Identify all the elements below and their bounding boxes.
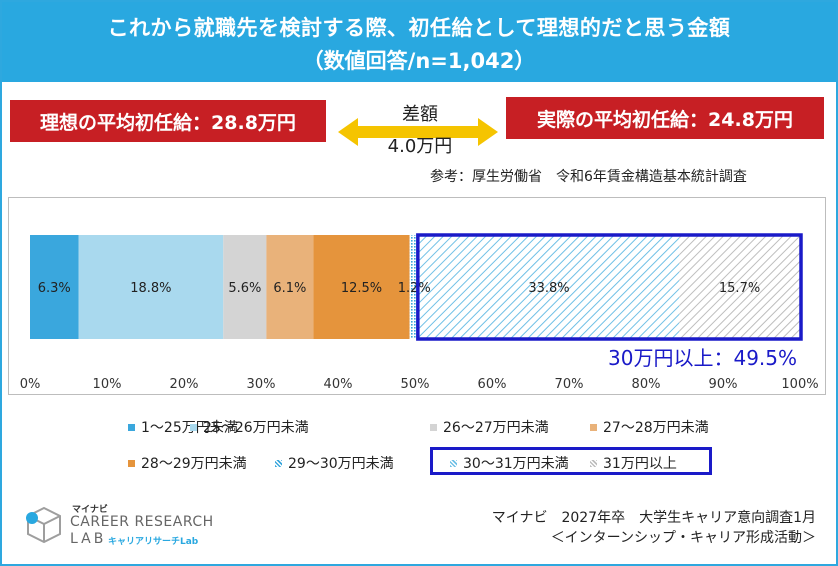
legend-swatch-icon (590, 423, 597, 431)
legend-item-6: 29～30万円未満 (275, 453, 394, 473)
chart-title: これから就職先を検討する際、初任給として理想的だと思う金額 (107, 16, 731, 40)
ideal-salary-box: 理想の平均初任給：28.8万円 (10, 100, 326, 142)
legend-swatch-icon (450, 459, 457, 467)
highlight-label: 30万円以上：49.5% (608, 346, 797, 370)
legend-label: 28～29万円未満 (141, 456, 247, 472)
bar-segment-label-1: 6.3% (38, 281, 71, 296)
legend-label: 1～25万円未満 (141, 417, 238, 437)
source-note: マイナビ 2027年卒 大学生キャリア意向調査1月 ＜インターンシップ・キャリア… (492, 508, 816, 548)
legend-swatch-icon (430, 423, 437, 431)
chart-header: これから就職先を検討する際、初任給として理想的だと思う金額 （数値回答/n=1,… (2, 2, 836, 82)
legend-item-5: 28～29万円未満 (128, 453, 247, 473)
x-tick-label: 70% (555, 377, 584, 392)
x-tick-label: 90% (709, 377, 738, 392)
bar-segment-label-6: 1.2% (398, 281, 431, 296)
bar-segment-label-3: 5.6% (228, 281, 261, 296)
x-tick-label: 50% (401, 377, 430, 392)
logo-brand-small: マイナビ (72, 505, 108, 515)
difference-value: 4.0万円 (387, 136, 453, 157)
bar-segment-label-5: 12.5% (341, 281, 382, 296)
bar-segment-label-7: 33.8% (528, 281, 569, 296)
legend-label: 25～26万円未満 (203, 420, 309, 436)
bar-segment-label-8: 15.7% (719, 281, 760, 296)
source-line1: マイナビ 2027年卒 大学生キャリア意向調査1月 (491, 510, 816, 526)
x-tick-label: 20% (170, 377, 199, 392)
bar-segment-8 (679, 235, 800, 339)
legend-label: 31万円以上 (603, 456, 677, 472)
bar-segment-5 (313, 235, 410, 339)
legend-item-1: 1～25万円未満 (128, 417, 238, 437)
bar-segment-4 (266, 235, 314, 339)
cube-logo-icon (26, 506, 61, 544)
legend-swatch-icon (128, 459, 135, 467)
legend-highlight-box (430, 447, 712, 475)
legend-swatch-icon (590, 459, 597, 467)
legend-label: 29～30万円未満 (288, 456, 394, 472)
career-research-lab-logo: マイナビ CAREER RESEARCH LAB キャリアリサーチLab (22, 500, 214, 550)
legend-item-3: 26～27万円未満 (430, 417, 549, 437)
bar-segment-7 (418, 235, 680, 339)
chart-subtitle: （数値回答/n=1,042） (302, 49, 536, 73)
legend-label: 26～27万円未満 (443, 420, 549, 436)
legend-label: 30～31万円未満 (463, 456, 569, 472)
x-tick-label: 0% (20, 377, 41, 392)
actual-salary-box: 実際の平均初任給：24.8万円 (506, 97, 824, 139)
difference-label: 差額 (402, 104, 438, 125)
logo-line2: LAB (70, 531, 107, 547)
x-tick-label: 60% (478, 377, 507, 392)
legend-item-4: 27～28万円未満 (590, 417, 709, 437)
bar-segment-label-4: 6.1% (273, 281, 306, 296)
x-tick-label: 100% (781, 377, 818, 392)
highlight-box (416, 233, 803, 341)
plot-area (8, 197, 826, 395)
bar-segment-1 (30, 235, 79, 339)
logo-sub: キャリアリサーチLab (108, 537, 199, 547)
x-tick-label: 30% (247, 377, 276, 392)
x-tick-label: 40% (324, 377, 353, 392)
legend-item-7: 30～31万円未満 (450, 453, 569, 473)
x-tick-label: 10% (93, 377, 122, 392)
bar-segment-2 (78, 235, 224, 339)
source-line2: ＜インターンシップ・キャリア形成活動＞ (550, 530, 816, 546)
reference-note: 参考：厚生労働省 令和6年賃金構造基本統計調査 (430, 169, 747, 185)
stacked-bar-chart: 6.3% 18.8% 5.6% 6.1% 12.5% 1.2% 33.8% 15.7% 0% 1… (20, 233, 819, 392)
logo-line1: CAREER RESEARCH (70, 514, 214, 530)
bar-segment-label-2: 18.8% (130, 281, 171, 296)
legend-item-2: 25～26万円未満 (190, 417, 309, 437)
legend-swatch-icon (190, 423, 197, 431)
bar-segment-6 (409, 235, 419, 339)
legend-swatch-icon (128, 423, 135, 431)
legend-item-8: 31万円以上 (590, 453, 677, 473)
x-tick-label: 80% (632, 377, 661, 392)
difference-arrow-icon (338, 118, 498, 146)
legend-label: 27～28万円未満 (603, 420, 709, 436)
legend-swatch-icon (275, 459, 282, 467)
bar-segment-3 (223, 235, 267, 339)
